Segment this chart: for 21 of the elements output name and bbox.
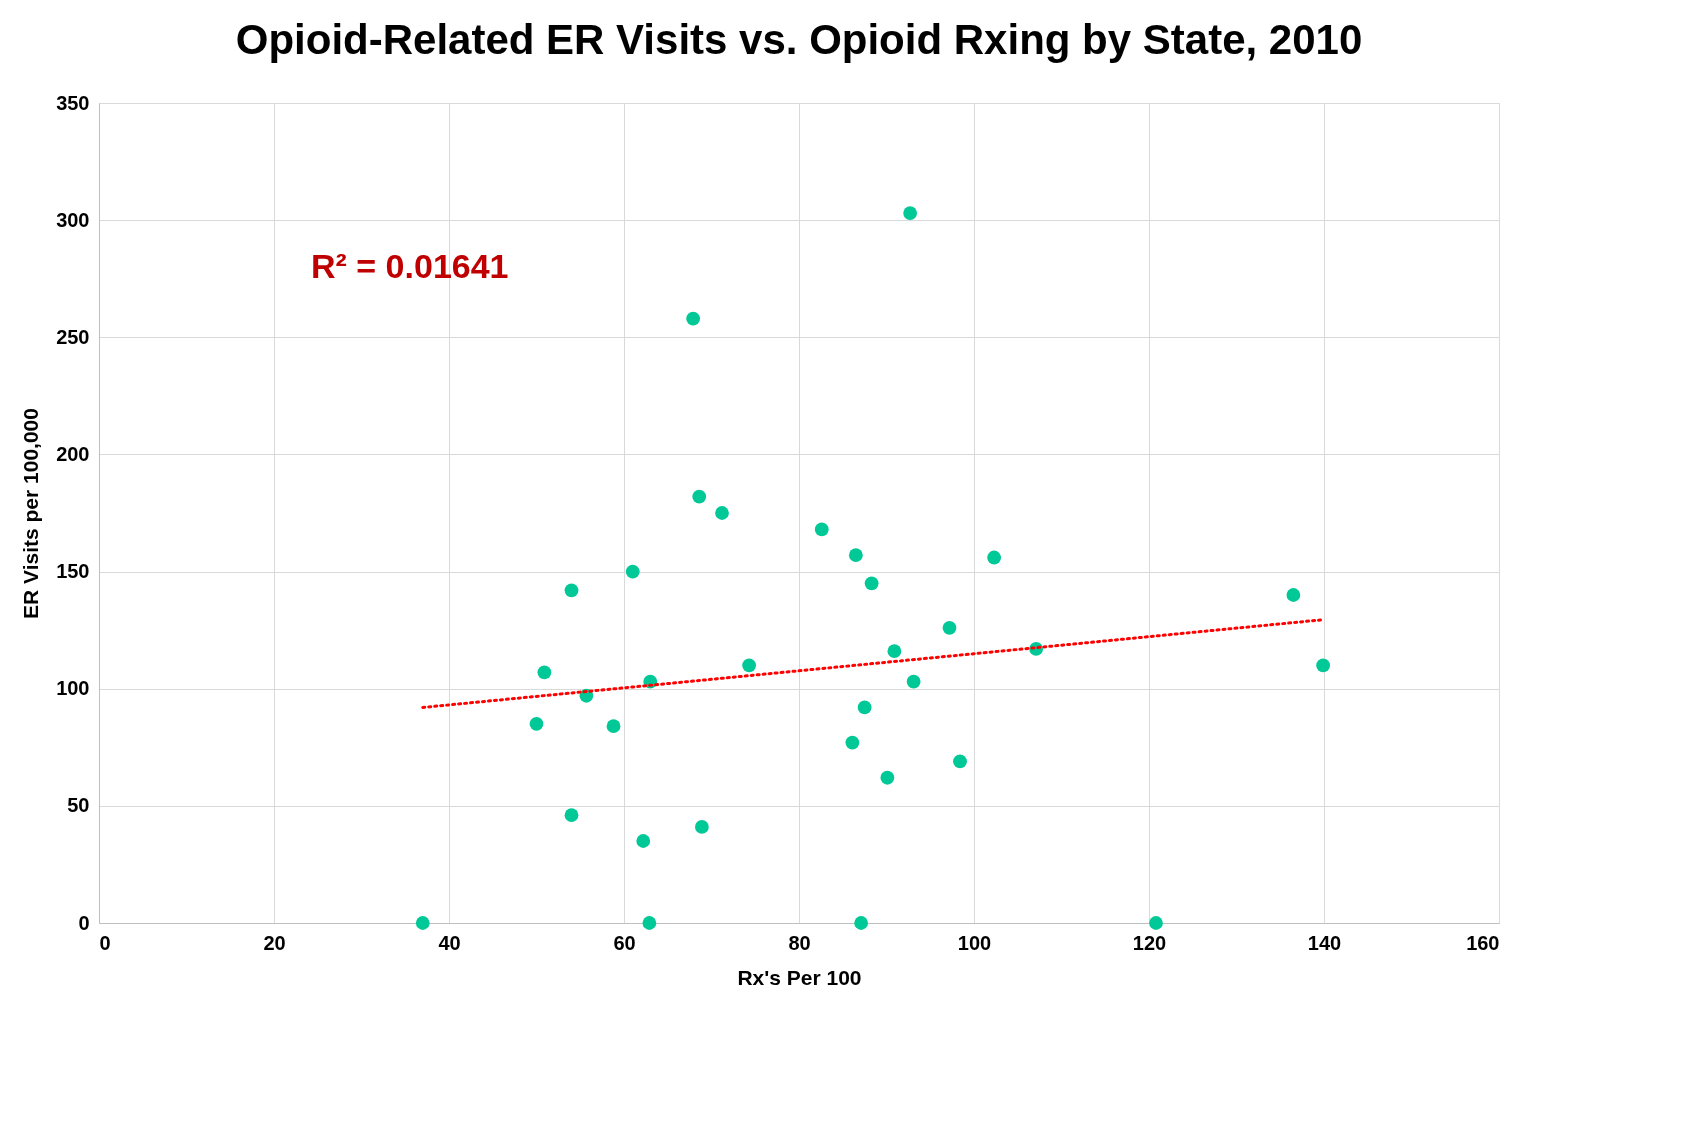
x-tick-label: 160	[1466, 931, 1500, 954]
y-tick-label: 50	[67, 794, 90, 817]
x-tick-label: 100	[957, 931, 992, 954]
x-tick-label: 0	[99, 931, 111, 954]
annotation: R² = 0.01641	[311, 247, 509, 285]
y-tick-label: 100	[56, 677, 90, 700]
x-tick-label: 140	[1307, 931, 1342, 954]
x-axis-title: Rx's Per 100	[737, 965, 862, 989]
y-tick-label: 0	[78, 911, 90, 934]
y-tick-label: 300	[56, 208, 90, 231]
x-tick-label: 120	[1132, 931, 1167, 954]
x-tick-label: 60	[613, 931, 636, 954]
y-tick-label: 350	[56, 91, 90, 114]
x-tick-label: 80	[788, 931, 811, 954]
x-tick-label: 20	[263, 931, 286, 954]
y-axis-title: ER Visits per 100,000	[19, 408, 43, 619]
y-tick-label: 250	[56, 325, 90, 348]
x-tick-label: 40	[438, 931, 461, 954]
chart-title: Opioid-Related ER Visits vs. Opioid Rxing by State, 2010	[235, 16, 1363, 63]
y-tick-label: 150	[56, 560, 90, 583]
y-tick-label: 200	[56, 442, 90, 465]
